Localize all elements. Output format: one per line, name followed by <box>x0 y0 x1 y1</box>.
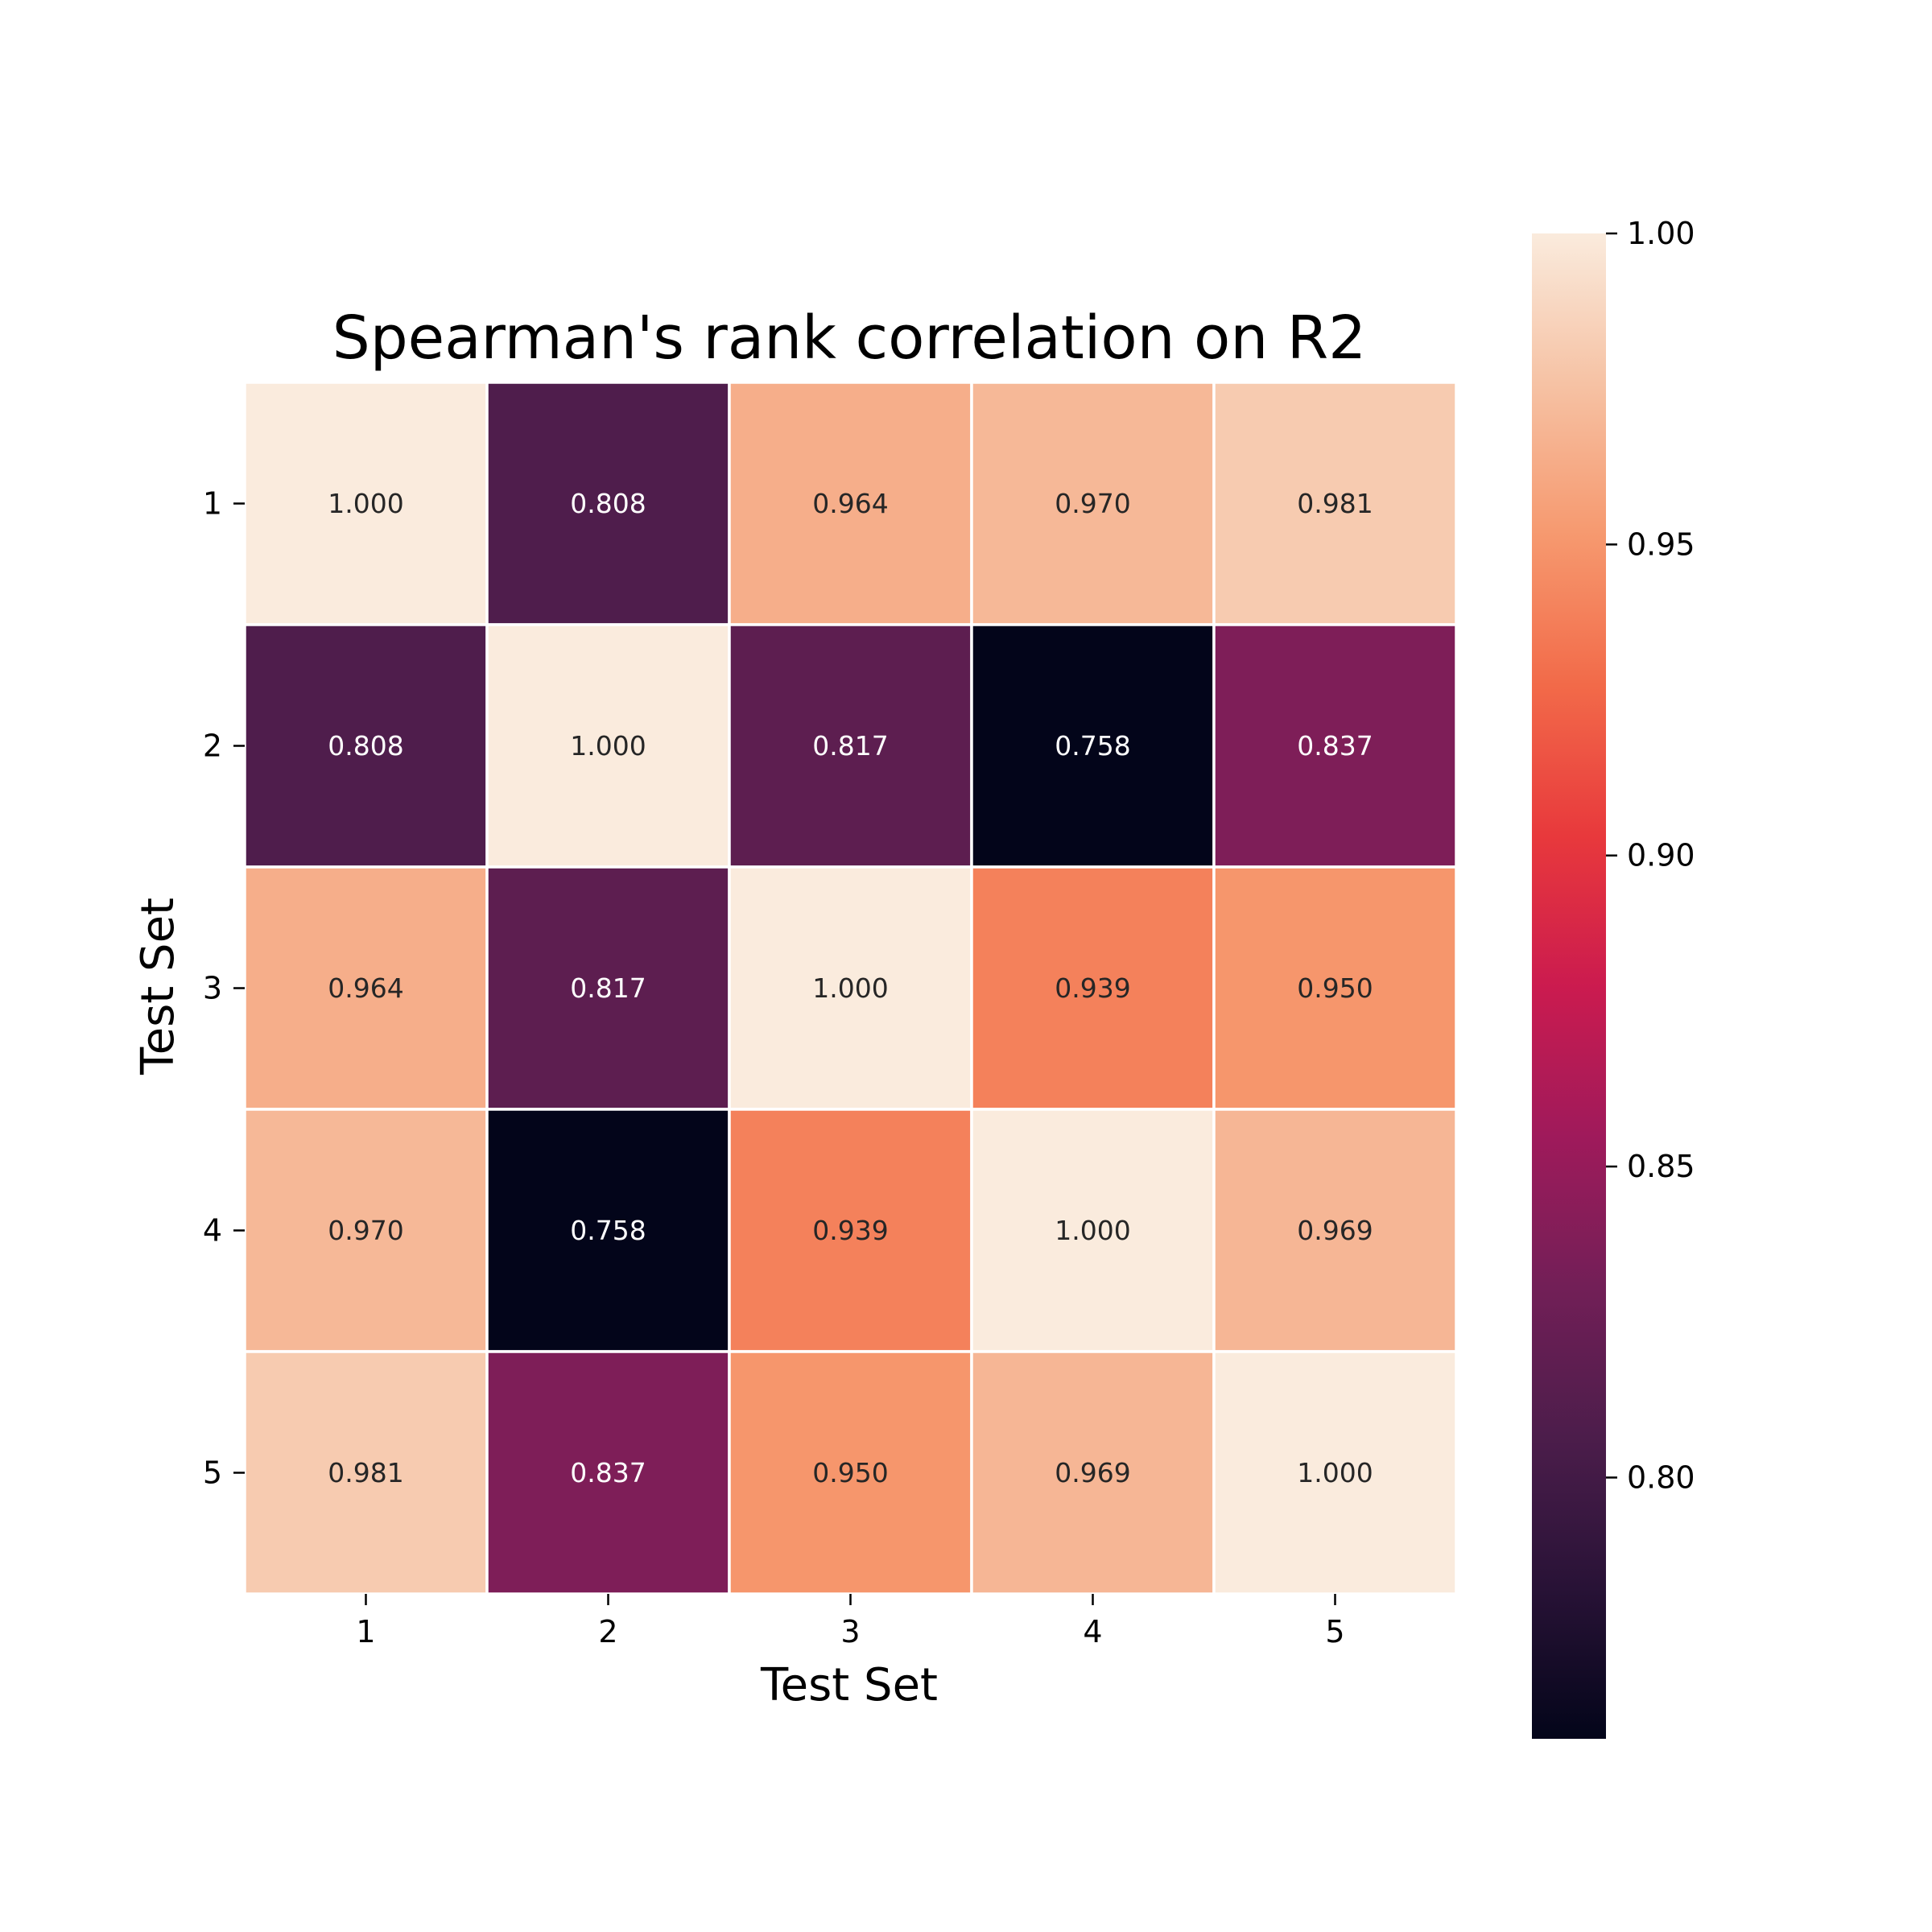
cell-annotation: 0.981 <box>1297 488 1373 519</box>
cell-annotation: 0.817 <box>812 730 888 762</box>
cell-annotation: 0.758 <box>1055 730 1130 762</box>
y-tick-label: 2 <box>203 729 222 764</box>
y-tick-label: 3 <box>203 971 222 1006</box>
heatmap-cell <box>970 865 1216 1111</box>
x-tick-label: 3 <box>840 1614 860 1649</box>
cell-annotation: 1.000 <box>1055 1215 1130 1246</box>
heatmap-cell <box>243 623 489 869</box>
y-tick-label: 5 <box>203 1455 222 1491</box>
cell-annotation: 0.970 <box>1055 488 1130 519</box>
colorbar-ticks: 0.80 0.85 0.90 0.95 1.00 <box>1606 216 1695 1495</box>
heatmap-cells <box>243 381 1458 1596</box>
cell-annotation: 0.758 <box>570 1215 646 1246</box>
colorbar-gradient <box>1532 233 1606 1739</box>
heatmap-cell <box>970 1108 1216 1353</box>
colorbar-tick-label: 0.80 <box>1627 1459 1695 1495</box>
heatmap-cell <box>970 381 1216 626</box>
heatmap-cell <box>485 1350 731 1596</box>
cell-annotation: 0.981 <box>328 1457 403 1488</box>
cell-annotation: 0.950 <box>1297 972 1373 1004</box>
heatmap-cell <box>485 381 731 626</box>
colorbar-tick-label: 1.00 <box>1627 216 1695 251</box>
heatmap-cell <box>728 865 973 1111</box>
cell-annotation: 1.000 <box>1297 1457 1373 1488</box>
x-tick-label: 5 <box>1325 1614 1344 1649</box>
heatmap-cell <box>728 1350 973 1596</box>
heatmap-cell <box>728 1108 973 1353</box>
cell-annotation: 0.964 <box>812 488 888 519</box>
heatmap-cell <box>728 381 973 626</box>
y-axis: 1 2 3 4 5 <box>203 486 245 1491</box>
heatmap-cell <box>1212 865 1458 1111</box>
cell-annotation: 0.837 <box>570 1457 646 1488</box>
cell-annotation: 0.950 <box>812 1457 888 1488</box>
heatmap-cell <box>243 381 489 626</box>
x-axis-label: Test Set <box>760 1659 938 1711</box>
cell-annotation: 0.808 <box>328 730 403 762</box>
heatmap-cell <box>728 623 973 869</box>
cell-annotation: 0.817 <box>570 972 646 1004</box>
x-tick-label: 4 <box>1083 1614 1102 1649</box>
chart-title: Spearman's rank correlation on R2 <box>332 303 1367 373</box>
heatmap-cell <box>243 1350 489 1596</box>
cell-annotation: 0.939 <box>1055 972 1130 1004</box>
x-axis: 1 2 3 4 5 <box>356 1594 1345 1649</box>
cell-annotation: 0.964 <box>328 972 403 1004</box>
heatmap-cell <box>1212 1350 1458 1596</box>
x-tick-label: 2 <box>598 1614 617 1649</box>
cell-annotation: 0.837 <box>1297 730 1373 762</box>
y-axis-label: Test Set <box>132 898 184 1075</box>
colorbar: 0.80 0.85 0.90 0.95 1.00 <box>1532 216 1695 1739</box>
cell-annotation: 0.969 <box>1297 1215 1373 1246</box>
cell-annotation: 0.939 <box>812 1215 888 1246</box>
cell-annotation: 0.970 <box>328 1215 403 1246</box>
heatmap-cell <box>485 1108 731 1353</box>
heatmap-cell <box>1212 381 1458 626</box>
colorbar-tick-label: 0.95 <box>1627 526 1695 562</box>
y-tick-label: 1 <box>203 486 222 522</box>
cell-annotation: 0.969 <box>1055 1457 1130 1488</box>
heatmap-cell <box>1212 623 1458 869</box>
cell-annotations: 1.000 0.808 0.964 0.970 0.981 0.808 1.000 0.817… <box>328 488 1373 1488</box>
heatmap-cell <box>485 865 731 1111</box>
colorbar-tick-label: 0.85 <box>1627 1149 1695 1184</box>
cell-annotation: 0.808 <box>570 488 646 519</box>
y-tick-label: 4 <box>203 1213 222 1249</box>
cell-annotation: 1.000 <box>570 730 646 762</box>
cell-annotation: 1.000 <box>328 488 403 519</box>
heatmap-cell <box>1212 1108 1458 1353</box>
x-tick-label: 1 <box>356 1614 375 1649</box>
cell-annotation: 1.000 <box>812 972 888 1004</box>
colorbar-tick-label: 0.90 <box>1627 838 1695 873</box>
